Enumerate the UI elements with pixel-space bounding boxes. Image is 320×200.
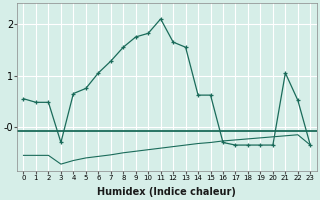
X-axis label: Humidex (Indice chaleur): Humidex (Indice chaleur) — [98, 187, 236, 197]
